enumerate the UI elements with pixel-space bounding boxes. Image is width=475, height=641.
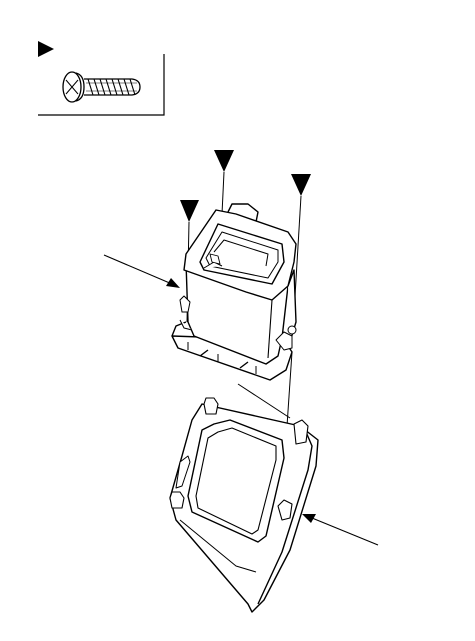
screw-legend-box bbox=[38, 41, 165, 116]
pan-head-screw-icon bbox=[62, 71, 141, 103]
screw-marker-center bbox=[214, 150, 234, 215]
console-bezel-panel bbox=[169, 397, 319, 613]
leader-arrow-right bbox=[302, 514, 379, 546]
leader-arrow-left bbox=[103, 254, 180, 288]
legend-triangle-marker bbox=[38, 41, 54, 57]
console-compartment-box bbox=[171, 203, 297, 381]
